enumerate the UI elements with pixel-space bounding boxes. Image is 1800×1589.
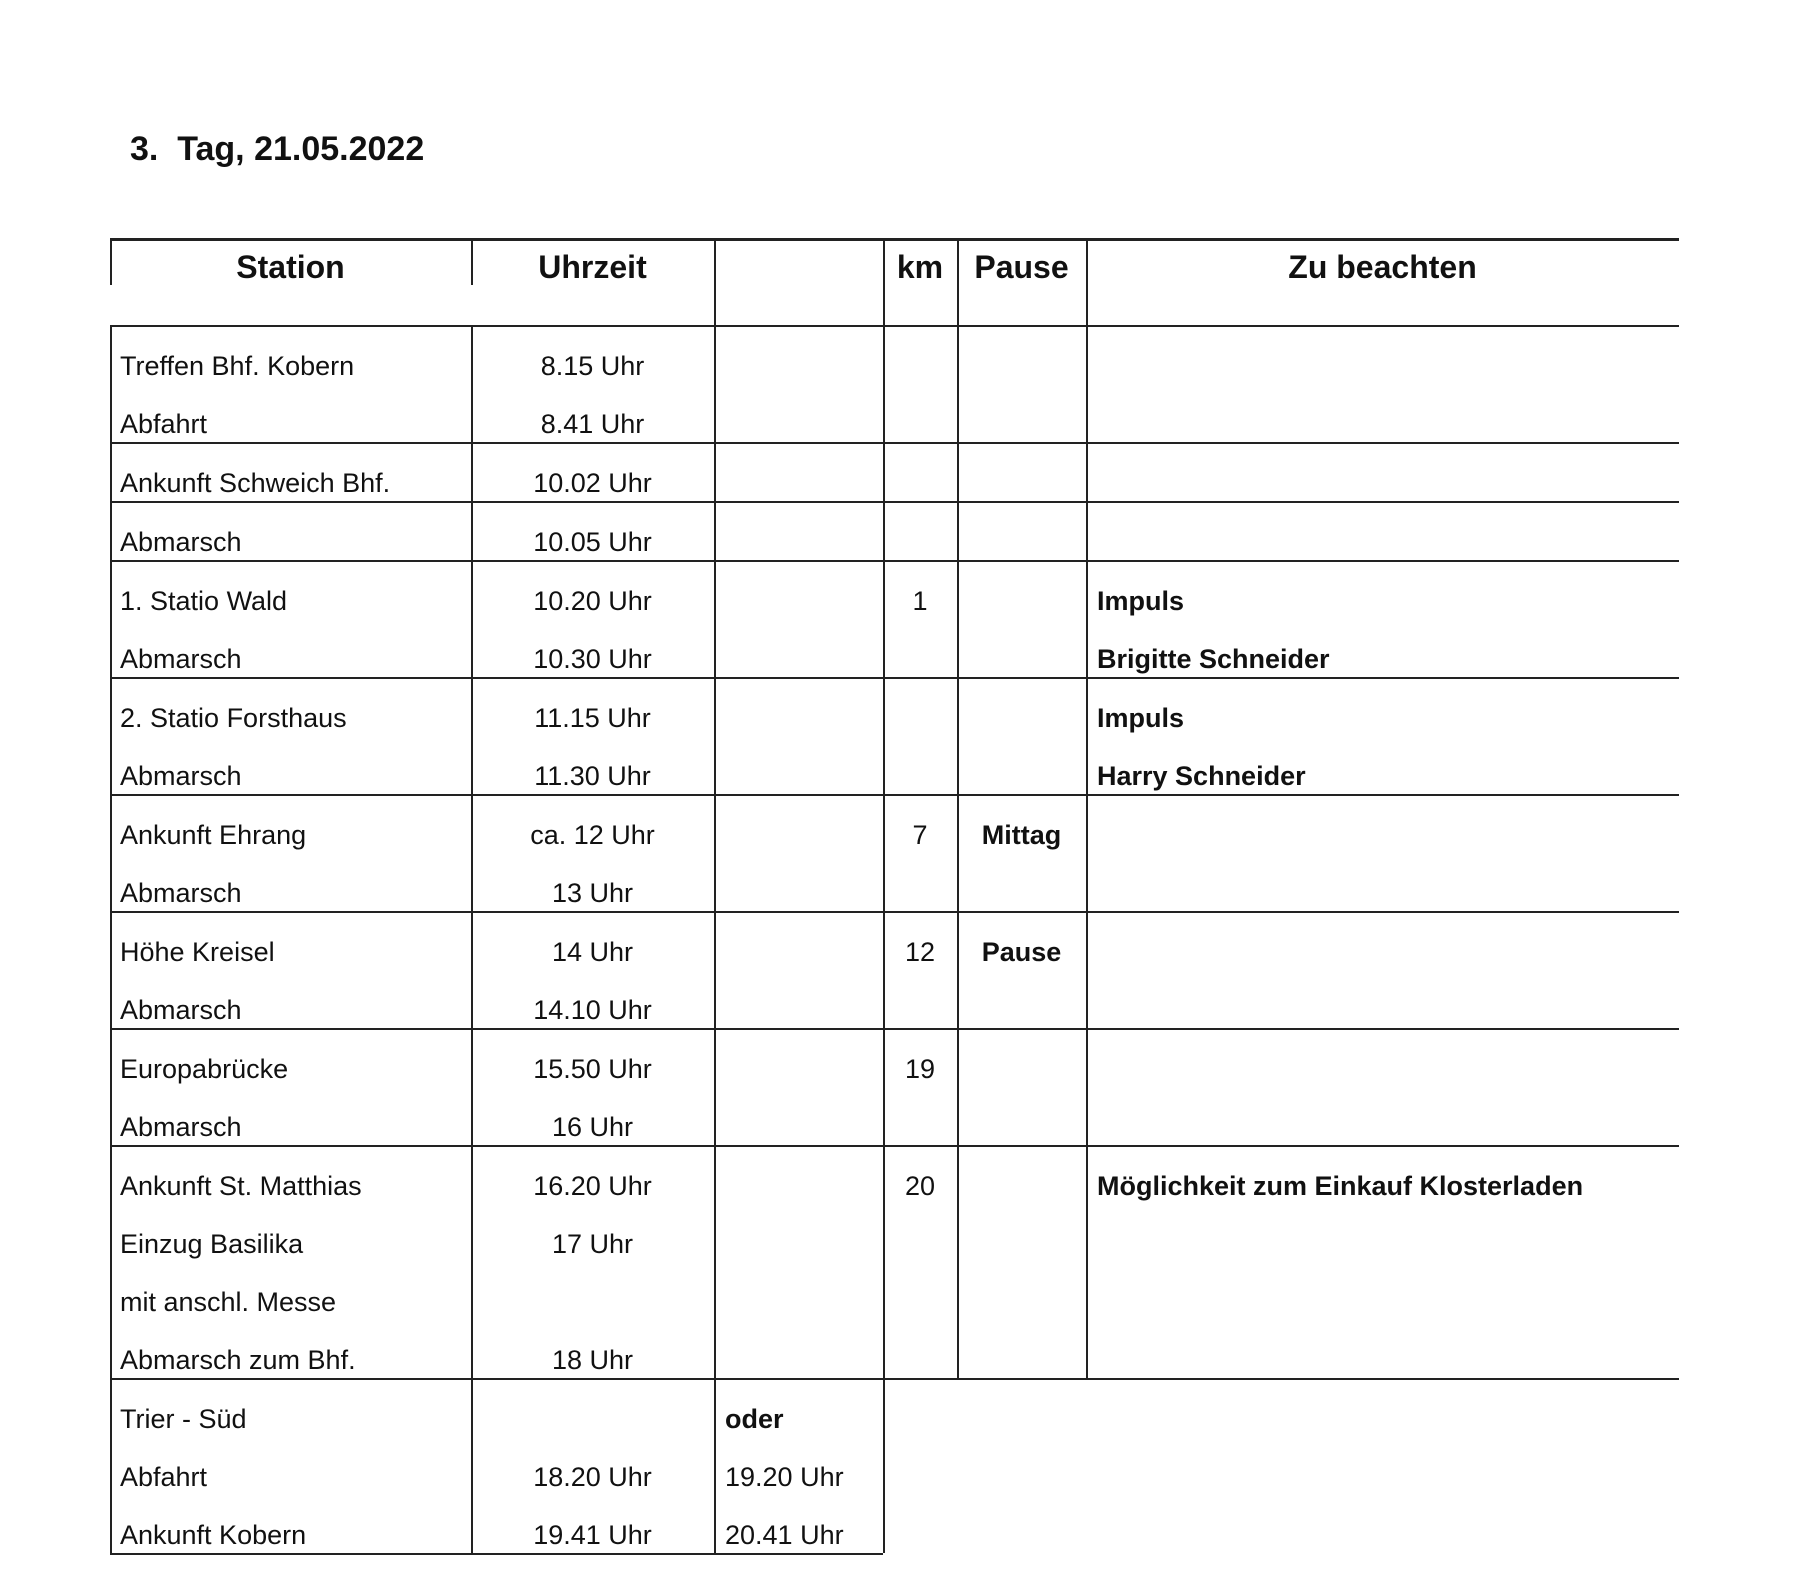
cell-time: 18 Uhr (551, 1345, 634, 1375)
row-border (110, 501, 1679, 503)
cell-time: 17 Uhr (551, 1229, 634, 1259)
row-border (110, 1378, 1679, 1380)
cell-alt: 19.20 Uhr (725, 1462, 844, 1492)
cell-station: Ankunft Kobern (120, 1520, 307, 1550)
cell-time: 16.20 Uhr (533, 1171, 652, 1201)
cell-time: 10.20 Uhr (533, 586, 652, 616)
cell-station: Höhe Kreisel (120, 937, 275, 967)
cell-time: 8.15 Uhr (540, 351, 645, 381)
cell-time: 18.20 Uhr (533, 1462, 652, 1492)
cell-time: 10.30 Uhr (533, 644, 652, 674)
cell-alt: oder (725, 1404, 784, 1434)
cell-station: Treffen Bhf. Kobern (120, 351, 355, 381)
cell-notes: Brigitte Schneider (1097, 644, 1330, 674)
header-bottom-border (110, 325, 1679, 327)
header-column-divider (110, 239, 112, 285)
cell-notes: Impuls (1097, 703, 1185, 733)
cell-km: 20 (904, 1171, 936, 1201)
cell-time: ca. 12 Uhr (530, 820, 655, 850)
cell-time: 14.10 Uhr (533, 995, 652, 1025)
header-km: km (896, 249, 944, 285)
header-column-divider (471, 239, 473, 285)
cell-km: 7 (912, 820, 928, 850)
header-time: Uhrzeit (538, 249, 647, 285)
cell-time (471, 1390, 714, 1448)
cell-notes: Impuls (1097, 586, 1185, 616)
column-divider (471, 325, 473, 1553)
row-border (110, 1553, 883, 1555)
cell-time: 13 Uhr (551, 878, 634, 908)
cell-time: 10.05 Uhr (533, 527, 652, 557)
row-border (110, 911, 1679, 913)
cell-station: Abmarsch (120, 1112, 242, 1142)
cell-station: Abmarsch (120, 995, 242, 1025)
cell-km: 19 (904, 1054, 936, 1084)
cell-station: 2. Statio Forsthaus (120, 703, 347, 733)
cell-km: 1 (912, 586, 928, 616)
cell-notes: Harry Schneider (1097, 761, 1306, 791)
cell-time: 14 Uhr (551, 937, 634, 967)
cell-time (471, 1273, 714, 1331)
cell-station: Abfahrt (120, 409, 208, 439)
cell-km: 12 (904, 937, 936, 967)
cell-station: Abmarsch (120, 761, 242, 791)
column-divider (883, 325, 885, 1553)
header-notes: Zu beachten (1288, 249, 1477, 285)
cell-station: Trier - Süd (120, 1404, 247, 1434)
cell-time: 19.41 Uhr (533, 1520, 652, 1550)
row-border (110, 442, 1679, 444)
cell-station: Abmarsch (120, 527, 242, 557)
cell-time: 11.30 Uhr (534, 761, 651, 791)
cell-station: Abmarsch (120, 878, 242, 908)
cell-station: Abfahrt (120, 1462, 208, 1492)
cell-station: 1. Statio Wald (120, 586, 288, 616)
row-border (110, 677, 1679, 679)
header-pause: Pause (974, 249, 1069, 285)
column-divider (714, 239, 716, 325)
cell-station: Abmarsch (120, 644, 242, 674)
cell-station: Ankunft Ehrang (120, 820, 307, 850)
row-border (110, 1028, 1679, 1030)
column-divider (714, 325, 716, 1553)
page-title: 3. Tag, 21.05.2022 (130, 130, 425, 168)
cell-station: Ankunft St. Matthias (120, 1171, 362, 1201)
column-divider (1086, 239, 1088, 1378)
cell-station: Ankunft Schweich Bhf. (120, 468, 391, 498)
cell-station: Einzug Basilika (120, 1229, 304, 1259)
table-top-border (110, 238, 1679, 241)
cell-pause: Pause (981, 937, 1062, 967)
row-border (110, 560, 1679, 562)
column-divider (883, 239, 885, 325)
cell-notes: Möglichkeit zum Einkauf Klosterladen (1097, 1171, 1584, 1201)
cell-station: Europabrücke (120, 1054, 289, 1084)
header-station: Station (236, 249, 345, 285)
cell-time: 8.41 Uhr (540, 409, 645, 439)
cell-pause: Mittag (981, 820, 1062, 850)
cell-time: 10.02 Uhr (533, 468, 652, 498)
cell-alt: 20.41 Uhr (725, 1520, 844, 1550)
cell-time: 16 Uhr (551, 1112, 634, 1142)
row-border (110, 1145, 1679, 1147)
cell-station: Abmarsch zum Bhf. (120, 1345, 356, 1375)
column-divider (957, 239, 959, 1378)
cell-time: 15.50 Uhr (533, 1054, 652, 1084)
column-divider (110, 325, 112, 1553)
row-border (110, 794, 1679, 796)
cell-station: mit anschl. Messe (120, 1287, 337, 1317)
cell-time: 11.15 Uhr (534, 703, 651, 733)
